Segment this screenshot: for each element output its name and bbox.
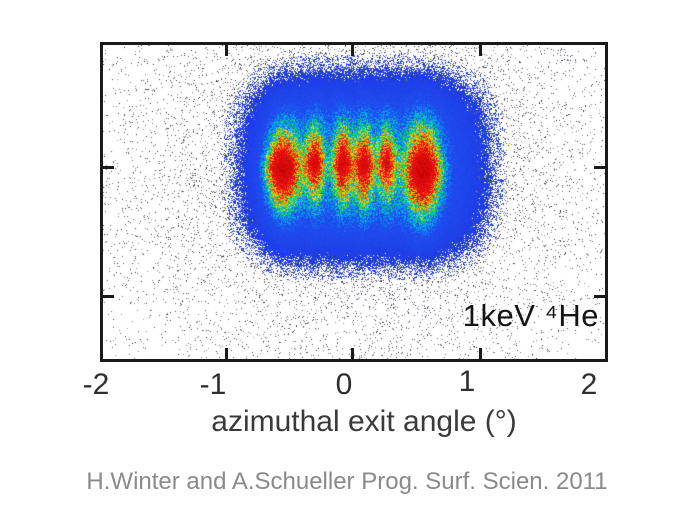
x-axis-title: azimuthal exit angle (°) bbox=[211, 405, 517, 438]
tick-top-minus1 bbox=[225, 45, 228, 56]
diffraction-heatmap bbox=[103, 45, 605, 359]
tick-right-upper bbox=[594, 166, 605, 169]
tick-bottom-minus1 bbox=[225, 348, 228, 359]
tick-top-plus1 bbox=[479, 45, 482, 56]
tick-left-upper bbox=[103, 166, 114, 169]
x-tick-label-minus1: -1 bbox=[199, 368, 227, 401]
citation-text: H.Winter and A.Schueller Prog. Surf. Sci… bbox=[86, 468, 608, 495]
tick-top-zero bbox=[351, 45, 354, 56]
x-tick-label-plus2: 2 bbox=[580, 368, 598, 401]
tick-left-lower bbox=[103, 295, 114, 298]
x-tick-label-zero: 0 bbox=[335, 368, 353, 401]
tick-right-lower bbox=[594, 295, 605, 298]
tick-bottom-zero bbox=[351, 348, 354, 359]
tick-bottom-plus1 bbox=[479, 348, 482, 359]
x-tick-label-minus2: -2 bbox=[82, 368, 110, 401]
x-tick-label-plus1: 1 bbox=[458, 365, 476, 398]
beam-energy-label: 1keV ⁴He bbox=[462, 298, 599, 333]
diffraction-plot-frame: 1keV ⁴He bbox=[100, 42, 608, 362]
